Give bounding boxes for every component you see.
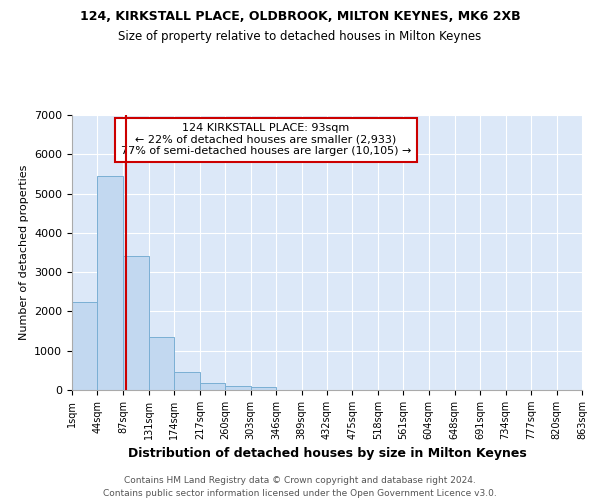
Text: Contains HM Land Registry data © Crown copyright and database right 2024.: Contains HM Land Registry data © Crown c… <box>124 476 476 485</box>
Text: 124, KIRKSTALL PLACE, OLDBROOK, MILTON KEYNES, MK6 2XB: 124, KIRKSTALL PLACE, OLDBROOK, MILTON K… <box>80 10 520 23</box>
Text: Distribution of detached houses by size in Milton Keynes: Distribution of detached houses by size … <box>128 448 526 460</box>
Bar <box>251 387 276 390</box>
Y-axis label: Number of detached properties: Number of detached properties <box>19 165 29 340</box>
Text: Size of property relative to detached houses in Milton Keynes: Size of property relative to detached ho… <box>118 30 482 43</box>
Bar <box>97 176 123 390</box>
Bar <box>72 302 97 390</box>
Text: Contains public sector information licensed under the Open Government Licence v3: Contains public sector information licen… <box>103 489 497 498</box>
Bar <box>200 383 225 390</box>
Bar <box>149 337 175 390</box>
Bar <box>123 256 149 390</box>
Bar <box>175 372 200 390</box>
Text: 124 KIRKSTALL PLACE: 93sqm
← 22% of detached houses are smaller (2,933)
77% of s: 124 KIRKSTALL PLACE: 93sqm ← 22% of deta… <box>121 123 411 156</box>
Bar <box>225 386 251 390</box>
